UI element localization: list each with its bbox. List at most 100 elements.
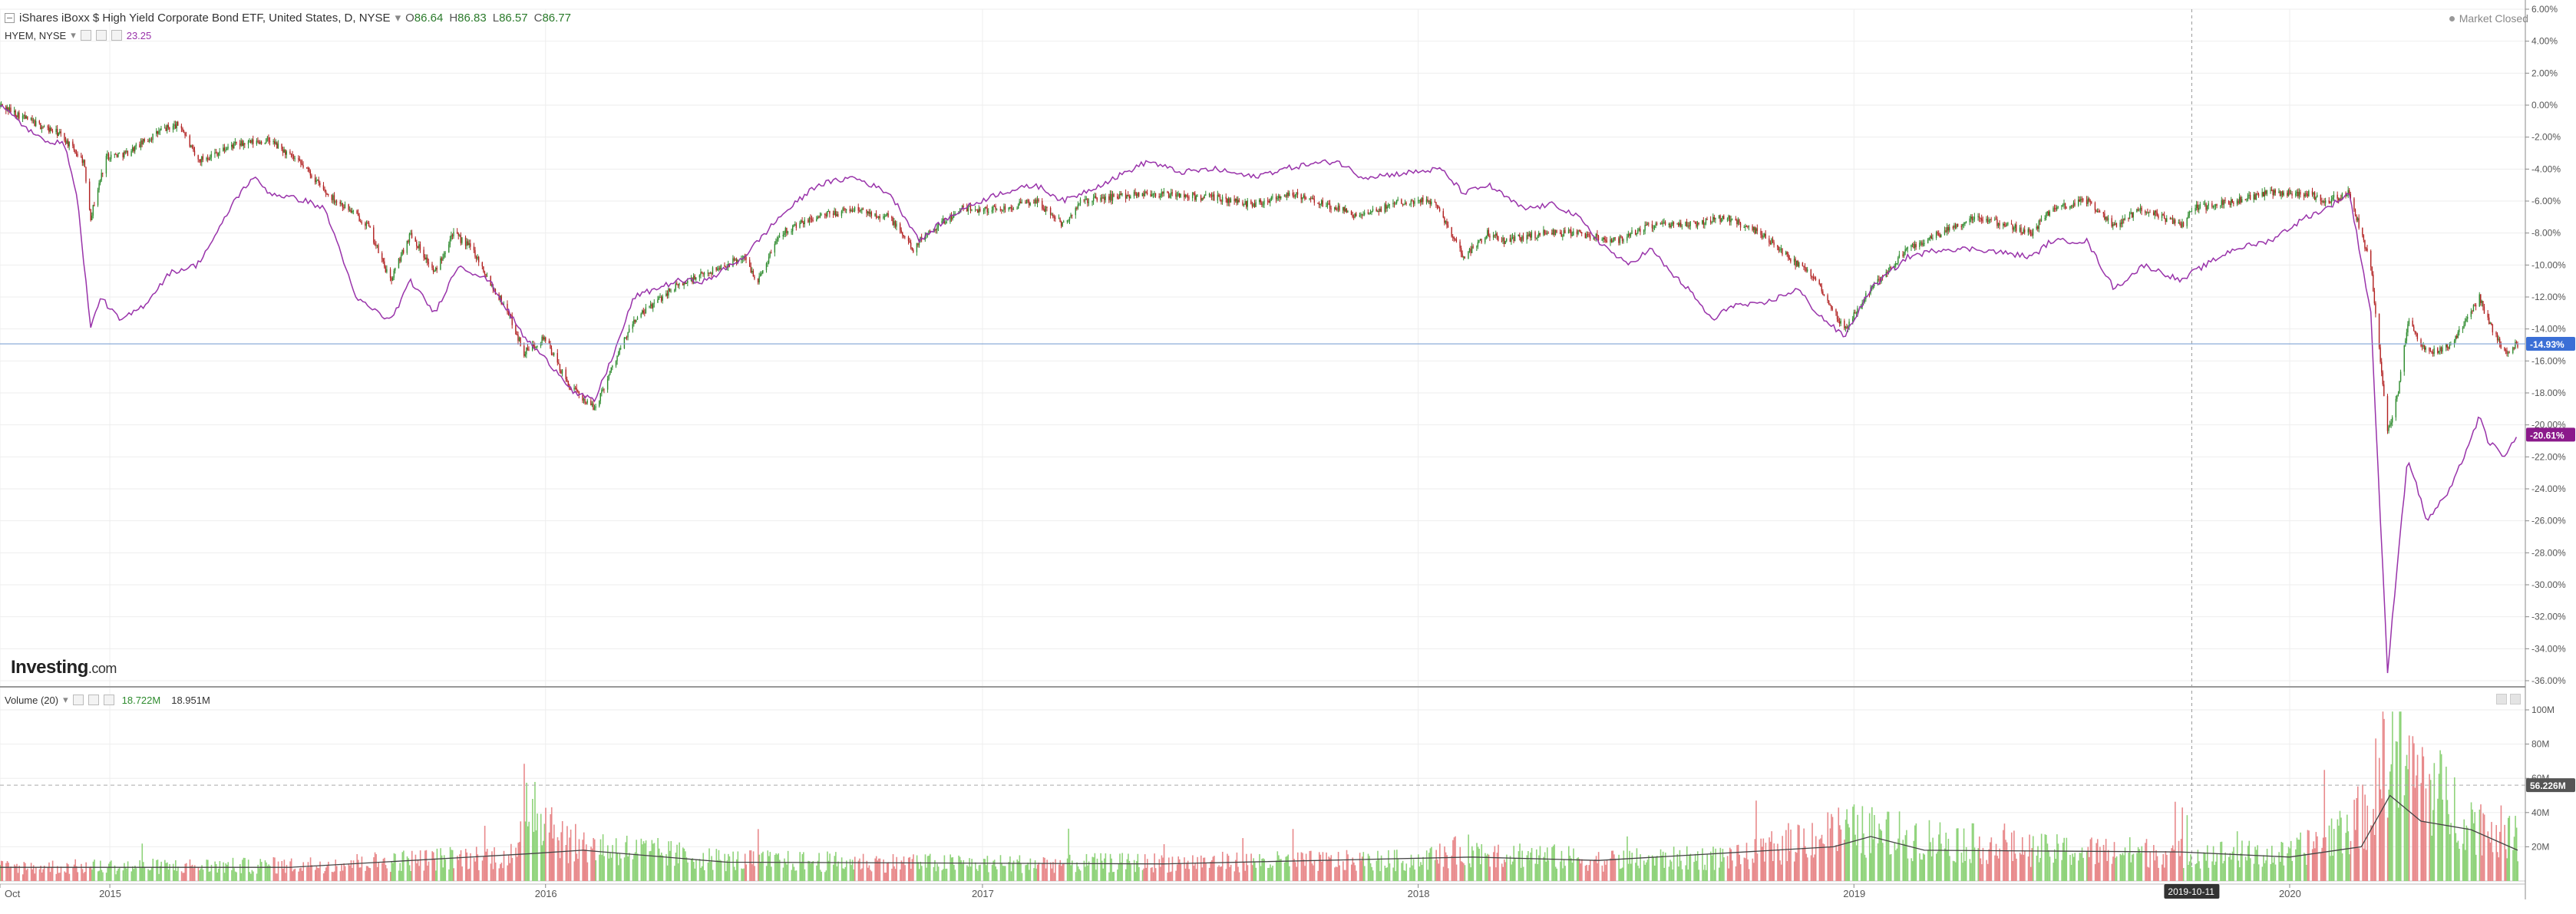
volume-bar xyxy=(17,873,19,881)
candle-body xyxy=(1519,234,1521,238)
volume-bar xyxy=(892,853,894,881)
candle-body xyxy=(1527,235,1529,236)
volume-bar xyxy=(1814,854,1815,881)
volume-bar xyxy=(586,862,589,881)
candle-body xyxy=(1488,229,1490,236)
chevron-down-icon[interactable]: ▾ xyxy=(63,694,68,705)
compare-symbol[interactable]: HYEM, NYSE xyxy=(5,29,67,41)
candle-body xyxy=(1169,195,1171,198)
candle-body xyxy=(720,265,722,269)
volume-bar xyxy=(2072,853,2073,881)
collapse-icon[interactable] xyxy=(5,12,15,23)
volume-bar xyxy=(1302,853,1303,881)
volume-bar xyxy=(1836,851,1838,881)
pane-up-icon[interactable] xyxy=(2496,694,2507,704)
volume-badge-label: 56.226M xyxy=(2530,780,2566,791)
volume-bar xyxy=(368,867,370,881)
volume-bar xyxy=(1896,848,1898,881)
candle-body xyxy=(802,223,804,225)
volume-label[interactable]: Volume (20) xyxy=(5,694,59,706)
candle-body xyxy=(794,224,796,226)
candle-body xyxy=(1016,208,1018,210)
candle-body xyxy=(1788,258,1791,259)
volume-bar xyxy=(1680,860,1682,881)
candle-body xyxy=(1502,237,1504,241)
volume-bar xyxy=(503,850,505,881)
settings-icon[interactable] xyxy=(88,695,99,705)
volume-bar xyxy=(1521,850,1523,881)
volume-bar xyxy=(1317,870,1319,881)
volume-bar xyxy=(991,865,993,881)
candle-body xyxy=(2095,210,2097,213)
close-icon[interactable] xyxy=(111,30,122,41)
candle-body xyxy=(1922,243,1924,246)
volume-bar xyxy=(1347,854,1349,881)
volume-bar xyxy=(66,863,68,881)
volume-bar xyxy=(2096,839,2099,881)
candle-body xyxy=(700,272,702,276)
candle-body xyxy=(887,213,889,217)
symbol-title[interactable]: iShares iBoxx $ High Yield Corporate Bon… xyxy=(19,11,391,25)
candle-body xyxy=(1686,221,1688,227)
candle-body xyxy=(1914,244,1916,249)
volume-bar xyxy=(2188,861,2191,881)
pane-maximize-icon[interactable] xyxy=(2510,694,2521,704)
volume-bar xyxy=(776,854,778,881)
candle-body xyxy=(269,140,271,143)
volume-bar xyxy=(2431,835,2433,881)
candle-body xyxy=(2077,200,2079,206)
volume-bar xyxy=(701,866,703,881)
volume-bar xyxy=(1230,864,1232,881)
volume-bar xyxy=(2113,842,2115,881)
candle-body xyxy=(427,257,428,263)
volume-bar xyxy=(620,858,622,881)
candle-body xyxy=(1655,223,1656,226)
volume-bar xyxy=(1414,869,1415,881)
market-status-label: Market Closed xyxy=(2459,12,2528,25)
volume-bar xyxy=(2480,804,2482,881)
candle-body xyxy=(608,375,609,380)
candle-body xyxy=(1108,196,1110,200)
volume-bar xyxy=(2257,845,2258,881)
candle-body xyxy=(160,128,162,130)
candle-body xyxy=(1154,193,1157,196)
candle-body xyxy=(1096,197,1098,201)
volume-bar xyxy=(825,870,827,881)
candle-body xyxy=(712,267,714,275)
volume-bar xyxy=(1361,856,1363,881)
candle-body xyxy=(827,210,830,212)
volume-bar xyxy=(386,868,388,881)
settings-icon[interactable] xyxy=(95,30,107,41)
chevron-down-icon[interactable]: ▾ xyxy=(395,12,401,25)
close-icon[interactable] xyxy=(103,695,114,705)
volume-bar xyxy=(1286,856,1288,881)
volume-bar xyxy=(77,872,79,881)
volume-bar xyxy=(573,861,576,881)
volume-bar xyxy=(1556,868,1558,881)
volume-bar xyxy=(1313,860,1316,881)
candle-body xyxy=(1815,278,1817,280)
eye-icon[interactable] xyxy=(72,695,84,705)
volume-bar xyxy=(27,868,28,881)
volume-bar xyxy=(523,764,525,881)
volume-bar xyxy=(1434,860,1436,881)
candle-body xyxy=(398,258,400,269)
candle-body xyxy=(180,125,183,129)
eye-icon[interactable] xyxy=(80,30,91,41)
volume-bar xyxy=(1260,866,1262,881)
volume-bar xyxy=(115,874,117,881)
candle-body xyxy=(1739,223,1742,228)
chevron-down-icon[interactable]: ▾ xyxy=(71,29,76,41)
candle-body xyxy=(1145,191,1147,193)
candle-body xyxy=(2040,219,2043,222)
volume-bar xyxy=(1002,866,1004,881)
candle-body xyxy=(5,106,7,111)
volume-bar xyxy=(8,868,11,881)
volume-bar xyxy=(406,856,408,881)
candle-body xyxy=(1786,252,1788,254)
volume-bar xyxy=(2438,774,2440,881)
volume-bar xyxy=(690,859,692,881)
crosshair-badge-bg xyxy=(2164,884,2220,899)
